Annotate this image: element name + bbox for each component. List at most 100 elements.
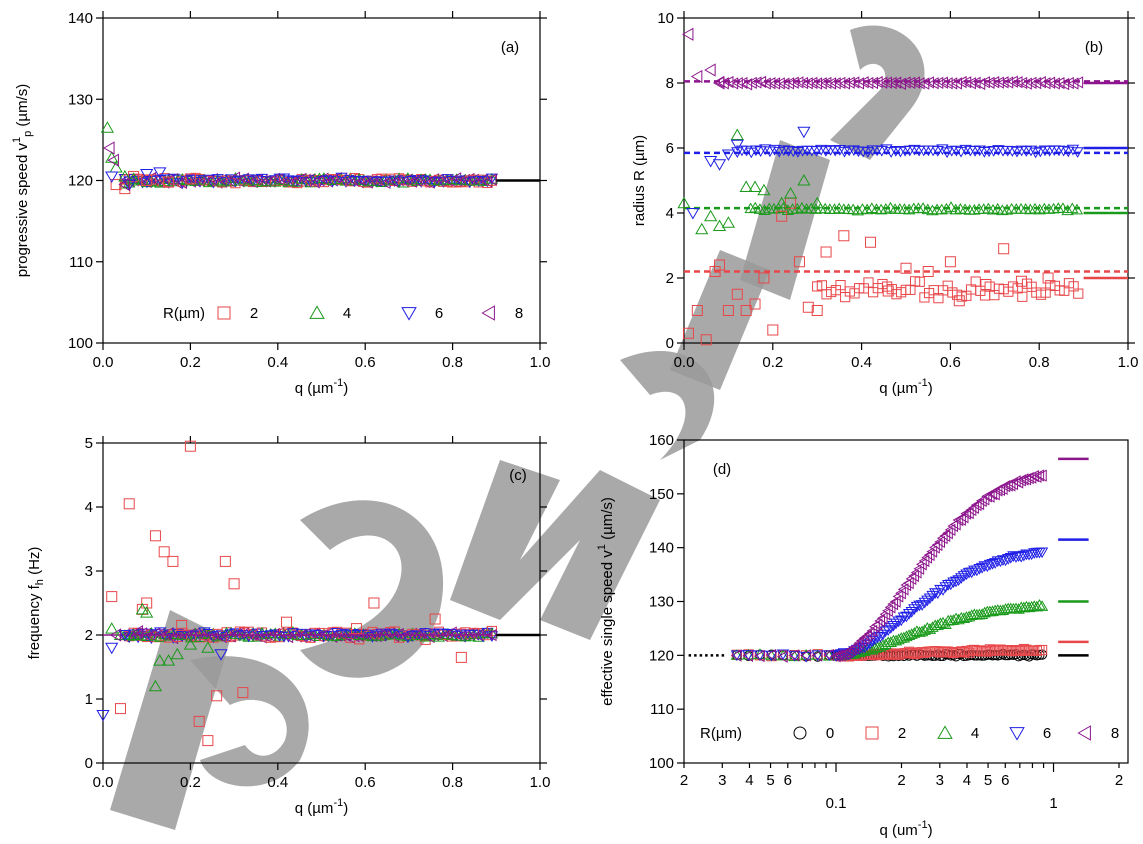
data-point — [109, 628, 122, 642]
data-point — [677, 196, 691, 209]
data-point — [970, 565, 984, 577]
data-point — [905, 628, 918, 639]
data-point — [485, 173, 497, 186]
data-point — [978, 606, 991, 618]
data-point — [871, 75, 883, 89]
data-point — [981, 561, 994, 573]
data-point — [949, 576, 963, 588]
data-point — [109, 160, 123, 173]
label-part: -1 — [918, 819, 928, 831]
data-point — [968, 501, 979, 514]
y-tick-label: 130 — [68, 91, 93, 108]
data-point — [704, 209, 718, 222]
data-point — [955, 513, 966, 526]
x-tick-label: 0.2 — [180, 774, 201, 791]
data-point — [1006, 146, 1019, 157]
data-point — [100, 121, 114, 133]
data-point — [777, 145, 791, 157]
data-point — [776, 649, 790, 661]
data-point — [211, 690, 223, 702]
data-point — [695, 222, 709, 235]
data-point — [1033, 469, 1045, 482]
y-tick-label: 100 — [68, 335, 93, 352]
data-point — [740, 305, 752, 316]
data-point — [746, 76, 757, 90]
y-tick-label: 120 — [68, 173, 93, 190]
data-point — [1033, 203, 1046, 215]
label-part: -1 — [333, 797, 343, 809]
data-point — [1024, 203, 1037, 215]
data-point — [1035, 547, 1049, 559]
data-point — [1061, 204, 1074, 216]
data-point — [1057, 145, 1070, 157]
label-part: q (µm — [879, 380, 918, 397]
data-point — [969, 644, 980, 656]
data-point — [1036, 644, 1048, 656]
data-point — [237, 687, 249, 699]
legend-marker — [309, 305, 325, 319]
data-point — [955, 573, 968, 585]
y-tick-label: 100 — [649, 755, 674, 772]
data-point — [863, 627, 875, 640]
data-point — [1058, 77, 1070, 91]
data-point — [742, 649, 754, 662]
data-point — [732, 76, 743, 90]
data-point — [1025, 549, 1038, 561]
data-point — [792, 76, 804, 89]
data-point — [824, 145, 837, 156]
legend-entry: 0 — [826, 725, 834, 742]
data-point — [485, 628, 497, 642]
data-point — [975, 608, 989, 619]
data-point — [105, 171, 119, 183]
data-point — [980, 279, 992, 290]
data-point — [1015, 275, 1027, 287]
y-tick-label: 160 — [649, 432, 674, 449]
legend-marker — [1009, 727, 1025, 741]
data-point — [793, 256, 805, 268]
data-point — [905, 607, 918, 618]
data-point — [167, 555, 179, 567]
data-point — [730, 128, 744, 140]
x-minor-tick-label: 2 — [1115, 772, 1123, 789]
x-tick-label: 1 — [1049, 795, 1057, 812]
x-tick-label: 0.8 — [1029, 354, 1050, 371]
data-point — [919, 647, 930, 658]
x-axis-label: q (µm-1​) — [295, 377, 348, 397]
data-point — [998, 243, 1010, 255]
data-point — [861, 630, 872, 643]
panel-label: (c) — [509, 467, 527, 484]
data-point — [1066, 144, 1080, 156]
data-point — [866, 636, 879, 647]
data-point — [765, 648, 777, 662]
data-point — [753, 650, 767, 662]
data-point — [862, 76, 874, 90]
legend-entry: 6 — [1043, 725, 1051, 742]
data-point — [863, 643, 877, 654]
data-point — [955, 75, 967, 89]
label-part: ) — [928, 822, 933, 839]
data-point — [926, 590, 939, 602]
data-point — [455, 651, 467, 663]
y-axis-label: effective single speed v1​ (µm/s) — [596, 497, 616, 706]
data-point — [368, 597, 380, 609]
data-point — [1073, 288, 1084, 299]
data-point — [811, 77, 823, 90]
data-point — [686, 208, 700, 220]
data-point — [838, 230, 850, 242]
data-point — [1007, 477, 1019, 491]
legend-marker — [1077, 725, 1091, 741]
chart-panel-a: 0.0 0.2 0.4 0.6 0.8 1.0 100 110 120 130 140 q (µm-1… — [11, 10, 550, 397]
data-point — [974, 645, 985, 656]
y-axis-label: frequency fh​ (Hz) — [26, 547, 46, 660]
data-point — [965, 77, 976, 90]
data-point — [953, 295, 965, 307]
legend-entry: 4 — [971, 725, 979, 742]
data-point — [767, 202, 781, 214]
data-point — [984, 644, 996, 655]
data-point — [900, 262, 912, 274]
data-point — [753, 649, 765, 663]
data-point — [1005, 645, 1016, 656]
data-point — [787, 146, 800, 158]
data-point — [767, 324, 779, 336]
data-point — [879, 626, 892, 638]
